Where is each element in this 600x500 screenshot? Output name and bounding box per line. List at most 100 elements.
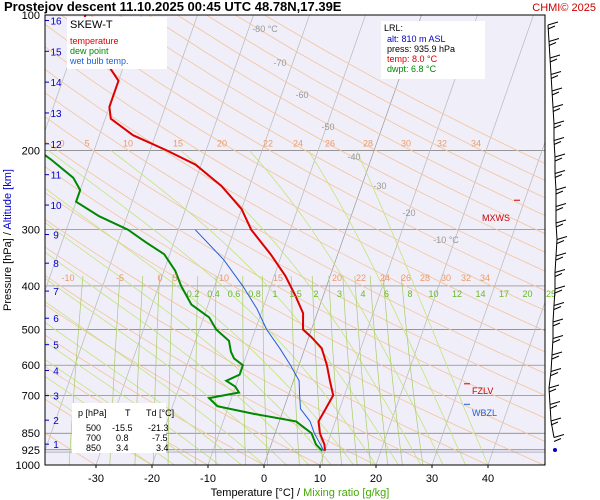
wind-base-dot xyxy=(553,448,557,452)
moist-adiabat-line xyxy=(45,341,220,465)
dry-adiabat-label: 5 xyxy=(172,273,177,283)
legend-title: SKEW-T xyxy=(70,19,113,31)
altitude-tick-label: 1 xyxy=(53,440,59,451)
altitude-tick-label: 2 xyxy=(53,416,59,427)
altitude-tick-label: 15 xyxy=(50,47,62,58)
dry-adiabat-label: 28 xyxy=(363,138,373,148)
wind-barb xyxy=(554,269,566,277)
table-header-t: T xyxy=(125,408,131,418)
chart-marks: 0.2 0.4 0.6 0.8 1 1.5 2 3 4 6 8 10 12 14 17 20 250 5 10 15 2… xyxy=(16,10,568,485)
dry-adiabat-label: 34 xyxy=(480,273,490,283)
wbzl-label: WBZL xyxy=(472,408,497,418)
plot-background xyxy=(45,15,545,465)
dry-adiabat-label: 32 xyxy=(461,273,471,283)
wind-barb xyxy=(554,170,566,178)
wind-barb xyxy=(554,153,566,162)
table-cell: -15.5 xyxy=(112,423,133,433)
wind-barb xyxy=(555,203,567,211)
mixing-ratio-label: 20 xyxy=(522,289,532,299)
wind-barb xyxy=(553,302,565,310)
mixing-ratio-line xyxy=(382,275,403,465)
wind-barb xyxy=(554,285,566,294)
dry-adiabat-label: 30 xyxy=(441,273,451,283)
moist-adiabat-line xyxy=(45,187,354,465)
table-cell: 0.8 xyxy=(116,433,129,443)
dry-adiabat-label: -10 xyxy=(61,273,74,283)
legend-dew-point: dew point xyxy=(70,46,109,56)
table-cell: 500 xyxy=(86,423,101,433)
dry-adiabat-line xyxy=(45,166,545,442)
mixing-ratio-line xyxy=(68,275,84,465)
altitude-tick-label: 3 xyxy=(53,392,59,403)
mixing-ratio-line xyxy=(328,275,342,465)
wind-barb xyxy=(553,120,565,129)
mixing-ratio-label: 1 xyxy=(272,289,277,299)
table-cell: -7.5 xyxy=(152,433,168,443)
chart-series xyxy=(45,15,335,452)
y-axis-label: Pressure [hPa] / Altitude [km] xyxy=(2,169,14,311)
x-tick-label: 0 xyxy=(261,473,267,485)
dry-adiabat-label: 20 xyxy=(217,138,227,148)
dry-adiabat-line xyxy=(206,15,545,199)
dry-adiabat-line xyxy=(45,334,265,465)
wind-barb xyxy=(552,318,564,327)
fzlv-label: FZLV xyxy=(472,386,493,396)
wind-barb xyxy=(555,186,567,195)
table-cell: 850 xyxy=(86,443,101,453)
series-line-temperature xyxy=(81,15,335,451)
pressure-tick-label: 200 xyxy=(22,145,40,157)
dry-adiabat-line xyxy=(177,15,545,216)
legend-temperature: temperature xyxy=(70,36,119,46)
moist-adiabat-line xyxy=(45,277,287,465)
dry-adiabat-line xyxy=(148,15,545,235)
isotherm-line xyxy=(431,141,545,465)
mixing-ratio-line xyxy=(214,275,217,465)
lrl-box xyxy=(381,21,485,79)
pressure-tick-label: 1000 xyxy=(16,460,40,472)
dry-adiabat-label: 15 xyxy=(273,273,283,283)
altitude-tick-label: 7 xyxy=(53,287,59,298)
wind-barb xyxy=(549,401,561,409)
altitude-tick-label: 4 xyxy=(53,366,59,377)
dry-adiabat-label: 24 xyxy=(380,273,390,283)
mixing-ratio-label: 0.8 xyxy=(248,289,261,299)
wind-barb xyxy=(551,351,563,360)
dry-adiabat-line xyxy=(45,246,433,465)
moist-adiabat-line xyxy=(249,150,444,465)
chart-credit: CHMI© 2025 xyxy=(532,2,596,14)
wind-barb xyxy=(547,21,559,30)
series-line-wet-bulb-temp- xyxy=(194,229,325,452)
pressure-tick-label: 300 xyxy=(22,225,40,237)
dry-adiabat-label: 34 xyxy=(471,138,481,148)
isotherm-line xyxy=(95,15,254,465)
wind-barb xyxy=(552,104,564,112)
dry-adiabat-line xyxy=(45,116,545,396)
mixing-ratio-label: 12 xyxy=(452,289,462,299)
isotherm-line xyxy=(207,15,366,465)
moist-adiabat-line xyxy=(45,322,242,465)
wind-barb xyxy=(553,137,565,145)
dry-adiabat-label: 28 xyxy=(420,273,430,283)
summary-table-box xyxy=(72,403,166,453)
pressure-tick-label: 100 xyxy=(22,10,40,22)
isotherm-line xyxy=(319,15,478,465)
mixing-ratio-line xyxy=(369,275,389,465)
mixing-ratio-line xyxy=(195,275,199,465)
table-cell: 3.4 xyxy=(116,443,129,453)
dry-adiabat-line xyxy=(118,15,545,253)
isotherm-label: -50 xyxy=(321,122,334,132)
isotherm-label: -80 °C xyxy=(252,24,278,34)
wind-profile-line xyxy=(547,24,558,438)
altitude-tick-label: 13 xyxy=(50,109,62,120)
dry-adiabat-line xyxy=(45,140,545,419)
x-tick-label: 20 xyxy=(370,473,382,485)
dry-adiabat-line xyxy=(60,15,545,292)
table-cell: -21.3 xyxy=(148,423,169,433)
mxws-label: MXWS xyxy=(482,213,510,223)
legend-wet-bulb: wet bulb temp. xyxy=(69,56,129,66)
dry-adiabat-line xyxy=(45,92,545,374)
wind-barb xyxy=(552,335,564,343)
mixing-ratio-label: 3 xyxy=(337,289,342,299)
altitude-tick-label: 9 xyxy=(53,231,59,242)
